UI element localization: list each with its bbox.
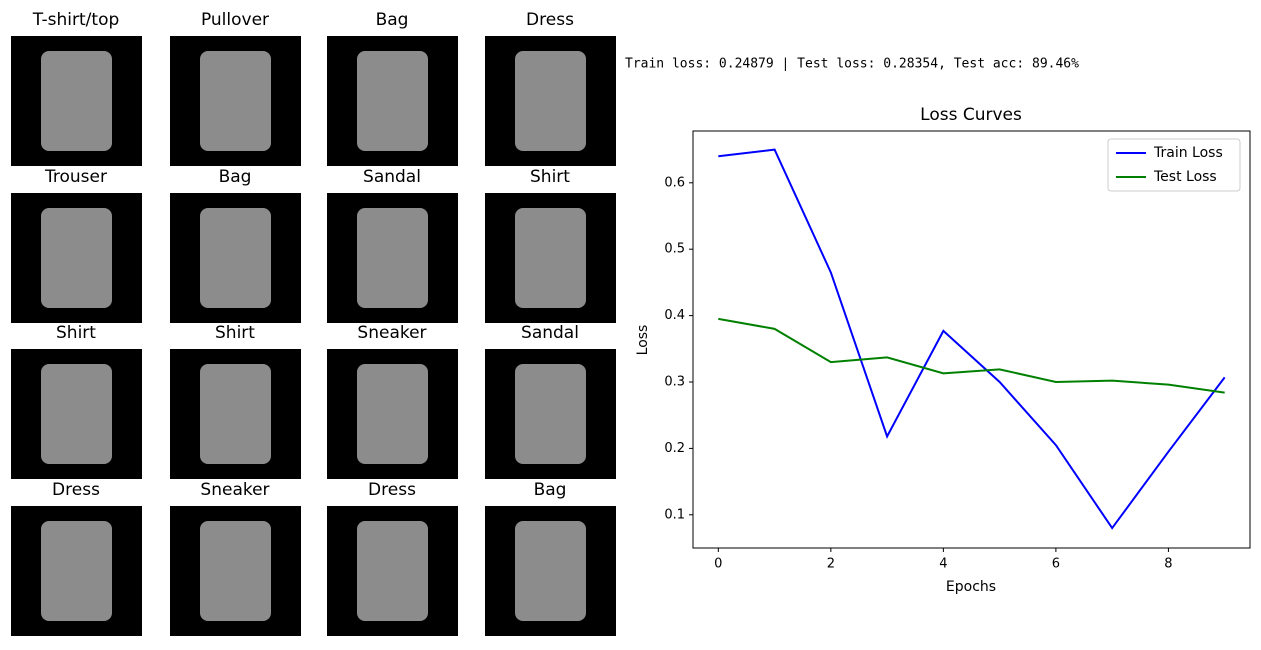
image-content [41, 364, 112, 464]
image-label: Pullover [201, 10, 269, 30]
image-content [357, 208, 428, 308]
image-label: Shirt [530, 167, 570, 187]
series-line [718, 148, 1226, 530]
y-tick-label: 0.2 [664, 441, 685, 456]
image-label: Dress [526, 10, 574, 30]
chart-title: Loss Curves [920, 105, 1022, 125]
image-content [515, 51, 586, 151]
image-label: Bag [534, 480, 567, 500]
y-tick-label: 0.6 [664, 175, 685, 190]
image-content [515, 521, 586, 621]
image-content [515, 208, 586, 308]
legend-label: Test Loss [1153, 169, 1217, 185]
image-label: Sneaker [200, 480, 269, 500]
image-content [357, 51, 428, 151]
image-label: Bag [376, 10, 409, 30]
image-label: Dress [368, 480, 416, 500]
y-tick-label: 0.1 [664, 507, 685, 522]
image-content [41, 208, 112, 308]
image-content [357, 521, 428, 621]
image-label: Sandal [363, 167, 421, 187]
x-tick-label: 4 [939, 557, 947, 572]
y-tick-label: 0.4 [664, 308, 685, 323]
x-tick-label: 2 [827, 557, 835, 572]
image-grid: T-shirt/top Pullover Bag Dress Trouser Bag San… [11, 10, 616, 636]
loss-chart: Loss Curves Epochs Loss 0.1 0.2 0.3 0.4 0.5 0… [635, 105, 1251, 595]
log-line: Train loss: 0.24879 | Test loss: 0.28354… [625, 57, 1079, 72]
legend-label: Train Loss [1153, 145, 1223, 161]
image-content [200, 364, 271, 464]
x-tick-label: 8 [1164, 557, 1172, 572]
image-label: Trouser [44, 167, 107, 187]
image-content [200, 51, 271, 151]
image-content [200, 521, 271, 621]
image-label: Sandal [521, 323, 579, 343]
y-axis-label: Loss [635, 325, 651, 356]
x-axis-label: Epochs [946, 579, 996, 595]
x-tick-label: 0 [714, 557, 722, 572]
image-label: Bag [219, 167, 252, 187]
image-label: Shirt [56, 323, 96, 343]
image-label: Sneaker [357, 323, 426, 343]
image-content [200, 208, 271, 308]
y-tick-label: 0.3 [664, 374, 685, 389]
y-tick-label: 0.5 [664, 242, 685, 257]
series-line [718, 317, 1225, 394]
image-label: Dress [52, 480, 100, 500]
image-label: T-shirt/top [32, 10, 120, 30]
image-label: Shirt [215, 323, 255, 343]
plot-frame [692, 130, 1251, 549]
image-content [357, 364, 428, 464]
x-tick-label: 6 [1052, 557, 1060, 572]
image-content [41, 521, 112, 621]
image-content [515, 364, 586, 464]
image-content [41, 51, 112, 151]
